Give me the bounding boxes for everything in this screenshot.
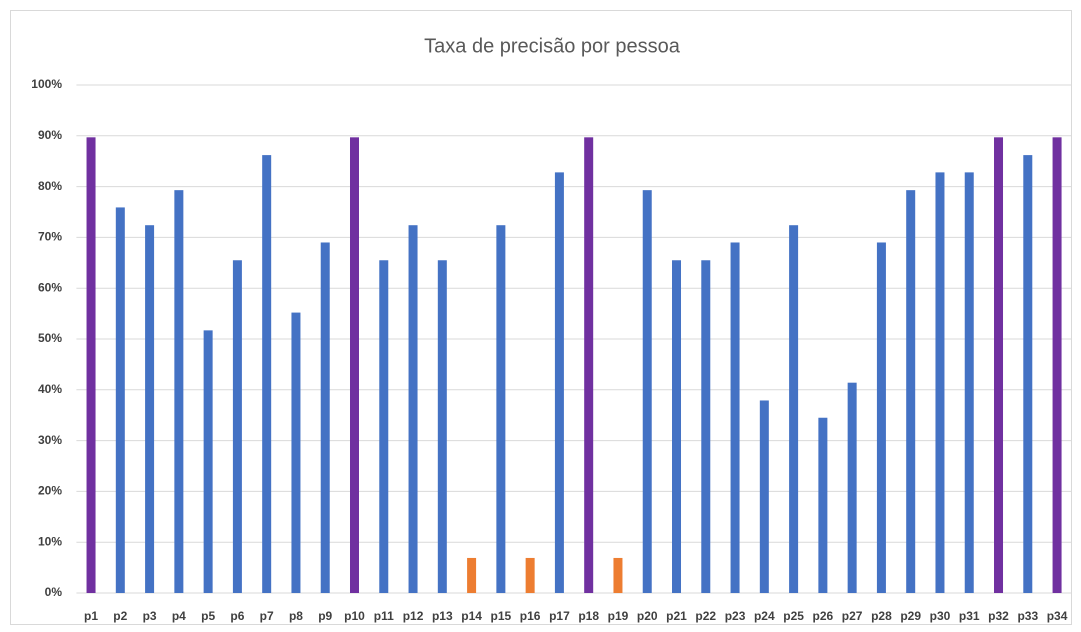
x-tick-label: p23: [725, 609, 746, 623]
x-tick-label: p16: [520, 609, 541, 623]
x-tick-label: p7: [260, 609, 274, 623]
y-tick-label: 80%: [38, 179, 62, 193]
x-tick-label: p9: [318, 609, 332, 623]
bar: [730, 242, 740, 594]
bar: [379, 260, 389, 593]
x-tick-label: p27: [842, 609, 863, 623]
bar: [291, 312, 301, 593]
x-tick-label: p13: [432, 609, 453, 623]
y-tick-label: 40%: [38, 382, 62, 396]
bar: [86, 137, 96, 593]
bar: [759, 400, 769, 593]
bar: [145, 225, 155, 593]
bar: [349, 137, 359, 593]
x-tick-label: p6: [230, 609, 244, 623]
x-tick-label: p31: [959, 609, 980, 623]
bar: [203, 330, 213, 593]
bar: [467, 557, 477, 593]
bar: [613, 557, 623, 593]
bar: [994, 137, 1004, 593]
x-tick-label: p4: [172, 609, 186, 623]
bar: [554, 172, 564, 593]
y-tick-label: 60%: [38, 280, 62, 294]
x-tick-label: p29: [900, 609, 921, 623]
x-tick-label: p12: [403, 609, 424, 623]
y-tick-label: 30%: [38, 433, 62, 447]
bar: [818, 417, 828, 593]
bar: [496, 225, 506, 593]
x-tick-label: p22: [695, 609, 716, 623]
y-tick-label: 10%: [38, 534, 62, 548]
bar: [262, 155, 272, 593]
bar: [964, 172, 974, 593]
x-tick-label: p28: [871, 609, 892, 623]
bar: [876, 242, 886, 594]
chart-title: Taxa de precisão por pessoa: [424, 35, 681, 57]
y-tick-label: 70%: [38, 230, 62, 244]
y-tick-label: 0%: [45, 585, 63, 599]
chart-border: [10, 10, 1072, 625]
x-tick-label: p19: [608, 609, 629, 623]
bar: [320, 242, 330, 594]
bar: [672, 260, 682, 593]
bar: [906, 190, 916, 593]
bar: [789, 225, 799, 593]
x-tick-label: p2: [113, 609, 127, 623]
bar: [642, 190, 652, 593]
bar: [847, 382, 857, 593]
x-tick-label: p1: [84, 609, 98, 623]
y-tick-label: 20%: [38, 484, 62, 498]
x-tick-label: p25: [783, 609, 804, 623]
x-tick-label: p15: [491, 609, 512, 623]
bar: [584, 137, 594, 593]
x-tick-label: p32: [988, 609, 1009, 623]
bar: [1052, 137, 1062, 593]
x-tick-label: p26: [813, 609, 834, 623]
bar: [115, 207, 125, 594]
bar: [1023, 155, 1033, 593]
x-tick-label: p34: [1047, 609, 1068, 623]
bar: [408, 225, 418, 593]
bar: [701, 260, 711, 593]
bar: [525, 557, 535, 593]
x-tick-label: p33: [1017, 609, 1038, 623]
y-tick-label: 90%: [38, 128, 62, 142]
x-tick-label: p17: [549, 609, 570, 623]
x-tick-label: p20: [637, 609, 658, 623]
bar: [232, 260, 242, 593]
x-tick-label: p5: [201, 609, 215, 623]
x-tick-label: p24: [754, 609, 775, 623]
x-tick-label: p21: [666, 609, 687, 623]
x-tick-label: p11: [374, 609, 394, 623]
x-tick-label: p18: [578, 609, 599, 623]
x-tick-label: p30: [930, 609, 951, 623]
x-tick-label: p8: [289, 609, 303, 623]
bar: [437, 260, 447, 593]
x-tick-label: p14: [461, 609, 482, 623]
y-tick-label: 100%: [31, 77, 62, 91]
bar: [174, 190, 184, 593]
bar: [935, 172, 945, 593]
x-tick-label: p10: [344, 609, 365, 623]
x-tick-label: p3: [143, 609, 157, 623]
y-tick-label: 50%: [38, 331, 62, 345]
